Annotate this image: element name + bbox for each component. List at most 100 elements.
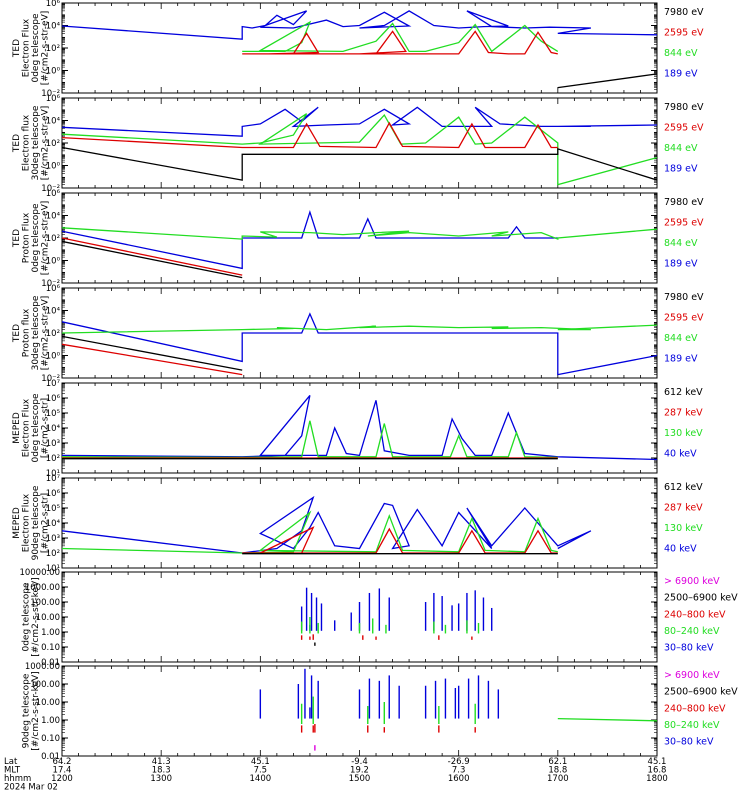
tick-label: 10⁵: [46, 504, 60, 514]
tick-label: 10²: [46, 549, 60, 559]
tick-label: 0.10: [41, 643, 60, 653]
series-line: [62, 510, 558, 554]
y-axis-label-line: 90deg telescope: [31, 485, 41, 560]
series-line: [62, 394, 657, 461]
time-row-value: 7.5: [254, 766, 268, 776]
series-line: [242, 526, 558, 554]
tick-label: 10⁰: [46, 352, 61, 362]
legend-entry: 7980 eV: [664, 197, 704, 208]
series-line: [242, 20, 559, 53]
y-axis-label-line: 30deg telescope: [31, 105, 41, 180]
time-row-value: 62.1: [548, 757, 567, 767]
y-axis-label-line: MEPED: [12, 412, 22, 444]
time-row-value: -26.9: [448, 757, 470, 767]
tick-label: 10⁶: [46, 94, 61, 104]
y-axis-label-line: Electron Flux: [21, 493, 31, 552]
tick-label: 10⁶: [46, 394, 61, 404]
series-line: [62, 121, 558, 149]
tick-label: 10⁴: [46, 519, 61, 529]
y-axis-label: MEPEDElectron Flux0deg telescope[#/cm2-s…: [12, 393, 51, 463]
y-axis-label-line: [#/cm2-s-str-eV]: [40, 296, 50, 371]
data-series: [62, 312, 657, 376]
panel-1: 10⁻² 10⁰ 10² 10⁴ 10⁶ TEDElectron Flux0deg tel…: [12, 0, 704, 99]
panel-7: 0.010.101.0010.00100.001000.0010000.000d…: [19, 568, 738, 668]
tick-label: 10.00: [36, 613, 60, 623]
time-row-value: 1200: [51, 774, 73, 784]
legend-entry: 80–240 keV: [664, 626, 720, 637]
panel-frame: [61, 2, 658, 94]
data-series: [62, 10, 657, 89]
tick-label: 0.10: [41, 734, 60, 744]
y-axis-label-line: [#/cm2-s-str]: [40, 493, 50, 553]
series-line: [62, 420, 558, 459]
y-axis-label-line: 0deg telescope: [31, 203, 41, 273]
time-row-value: 1400: [250, 774, 272, 784]
y-axis-label: TEDProton flux30deg telescope[#/cm2-s-st…: [12, 295, 51, 370]
data-series: [62, 209, 657, 279]
tick-label: 10⁻²: [41, 279, 60, 289]
series-line: [62, 209, 558, 270]
y-axis-label-line: TED: [12, 134, 22, 153]
tick-label: 10⁷: [46, 474, 61, 484]
y-axis-label: MEPEDElectron Flux90deg telescope[#/cm2-…: [12, 485, 51, 560]
legend-entry: 2500–6900 keV: [664, 687, 738, 698]
legend-entry: 2595 eV: [664, 27, 704, 38]
time-row-label: MLT: [4, 766, 21, 776]
data-series: [62, 394, 657, 461]
legend-entry: 287 keV: [664, 407, 703, 418]
y-axis-label-line: 30deg telescope: [31, 295, 41, 370]
tick-label: 10⁻²: [41, 184, 60, 194]
legend-entry: 189 eV: [664, 163, 698, 174]
tick-label: 10⁵: [46, 409, 60, 419]
tick-label: 10³: [46, 439, 60, 449]
time-row-value: 18.3: [152, 766, 171, 776]
y-axis-label-line: Electron Flux: [21, 18, 31, 77]
legend-entry: 40 keV: [664, 448, 697, 459]
tick-label: 100.00: [30, 598, 60, 608]
time-row-value: 16.8: [648, 766, 667, 776]
time-row-value: 41.3: [152, 757, 171, 767]
series-line: [557, 73, 657, 89]
legend-entry: 2595 eV: [664, 217, 704, 228]
tick-label: 10⁶: [46, 189, 61, 199]
tick-label: 100.00: [30, 680, 60, 690]
time-row-value: 1600: [448, 774, 470, 784]
date-label: 2024 Mar 02: [4, 783, 58, 793]
y-axis-label-line: TED: [12, 39, 22, 58]
data-series: [62, 106, 657, 186]
time-row-label: hhmm: [4, 774, 31, 784]
legend-entry: 7980 eV: [664, 7, 704, 18]
y-axis-label-line: Electron Flux: [21, 398, 31, 457]
y-axis-label: TEDProton Flux0deg telescope[#/cm2-s-str…: [12, 201, 51, 276]
legend-entry: 2595 eV: [664, 122, 704, 133]
time-row-value: 64.2: [53, 757, 72, 767]
tick-label: 1.00: [41, 628, 60, 638]
tick-label: 10⁴: [46, 212, 61, 222]
tick-label: 10⁰: [46, 67, 61, 77]
time-row-label: Lat: [4, 757, 18, 767]
series-line: [62, 343, 243, 376]
time-row-value: 17.4: [53, 766, 72, 776]
series-line: [62, 324, 657, 334]
legend-entry: 240–800 keV: [664, 703, 726, 714]
panel-3: 10⁻² 10⁰ 10² 10⁴ 10⁶ TEDProton Flux0deg teles…: [12, 189, 704, 289]
y-axis-label-line: Electron flux: [21, 114, 31, 171]
panel-5: 10¹ 10² 10³ 10⁴ 10⁵ 10⁶ 10⁷ MEPEDElectron Flux0…: [12, 379, 703, 479]
series-line: [62, 227, 657, 241]
legend-entry: 130 keV: [664, 428, 703, 439]
series-line: [62, 312, 657, 376]
time-row-value: 19.2: [350, 766, 369, 776]
tick-label: 1.00: [41, 716, 60, 726]
series-line: [557, 717, 657, 722]
legend-entry: 2595 eV: [664, 312, 704, 323]
y-axis-label-line: [#/cm2-s-str]: [40, 398, 50, 458]
tick-label: 0.01: [41, 752, 60, 762]
tick-label: 10⁶: [46, 0, 61, 9]
tick-label: 10⁴: [46, 424, 61, 434]
legend-entry: 240–800 keV: [664, 609, 726, 620]
legend-entry: 612 keV: [664, 482, 703, 493]
